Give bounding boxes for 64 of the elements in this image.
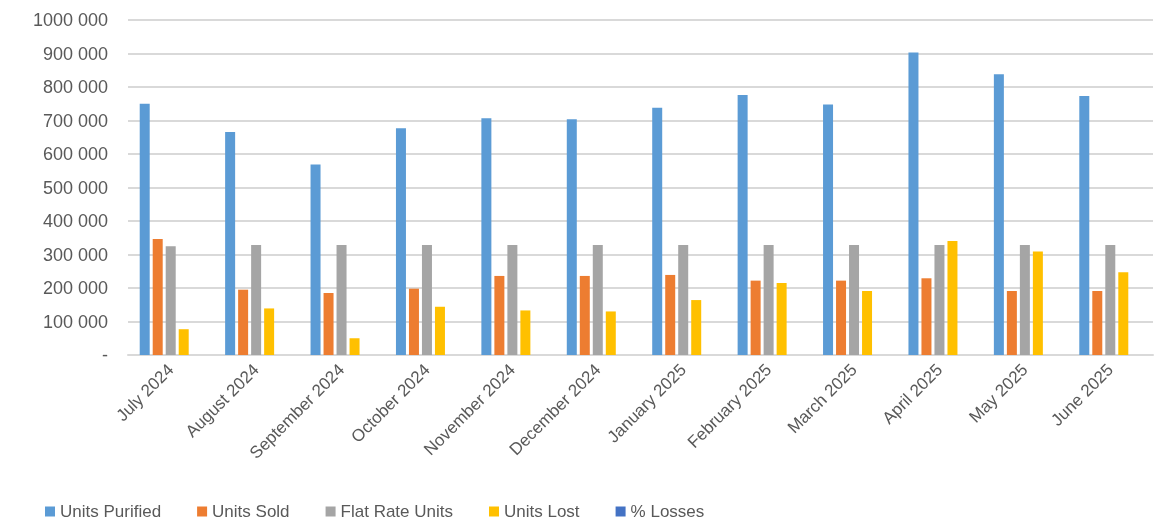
y-tick-label: 600 000 bbox=[42, 144, 108, 164]
bar bbox=[434, 306, 445, 355]
bar bbox=[165, 246, 176, 355]
bar bbox=[652, 107, 663, 355]
bar bbox=[408, 288, 419, 355]
bar bbox=[520, 310, 531, 355]
legend-label: Units Purified bbox=[60, 502, 162, 521]
bar bbox=[908, 52, 919, 355]
y-tick-label: 900 000 bbox=[42, 43, 108, 64]
bar bbox=[251, 245, 262, 355]
bar bbox=[421, 245, 432, 355]
legend-label: Units Lost bbox=[504, 502, 580, 521]
y-tick-label: 200 000 bbox=[42, 278, 108, 298]
bar bbox=[993, 74, 1004, 355]
bar bbox=[592, 245, 603, 355]
bar bbox=[178, 329, 189, 355]
bar bbox=[1019, 245, 1030, 355]
y-tick-label: - bbox=[102, 345, 108, 365]
bar bbox=[737, 95, 748, 355]
bar bbox=[691, 300, 702, 355]
bar bbox=[678, 245, 689, 355]
bar bbox=[336, 245, 347, 355]
bar bbox=[579, 275, 590, 355]
bar bbox=[1032, 251, 1043, 355]
bar bbox=[1118, 272, 1129, 355]
bar bbox=[481, 118, 492, 355]
bar bbox=[823, 104, 834, 355]
bar bbox=[566, 119, 577, 355]
bar bbox=[310, 164, 321, 355]
y-tick-label: 500 000 bbox=[42, 177, 108, 198]
bar bbox=[665, 274, 676, 355]
y-tick-label: 400 000 bbox=[42, 211, 108, 231]
bar bbox=[947, 241, 958, 355]
y-tick-label: 800 000 bbox=[42, 77, 108, 97]
bar bbox=[605, 311, 616, 355]
bar bbox=[395, 128, 406, 355]
y-tick-label: 100 000 bbox=[42, 311, 108, 332]
bar bbox=[849, 245, 860, 355]
bar bbox=[225, 131, 236, 355]
legend-label: Units Sold bbox=[212, 502, 290, 521]
y-tick-label: 700 000 bbox=[42, 110, 108, 131]
bar bbox=[507, 245, 518, 355]
y-tick-label: 300 000 bbox=[42, 244, 108, 265]
bar bbox=[921, 278, 932, 355]
bar bbox=[1092, 291, 1103, 355]
bar bbox=[1006, 291, 1017, 355]
bar bbox=[934, 245, 945, 355]
bar bbox=[862, 291, 873, 355]
bar bbox=[750, 280, 761, 355]
bar bbox=[349, 338, 360, 355]
y-tick-label: 1000 000 bbox=[32, 10, 108, 30]
bar bbox=[238, 289, 249, 355]
bar bbox=[323, 293, 334, 355]
bar bbox=[1105, 245, 1116, 355]
bar bbox=[139, 103, 150, 355]
legend-label: Flat Rate Units bbox=[340, 502, 454, 521]
bar bbox=[494, 275, 505, 355]
bar bbox=[264, 308, 275, 355]
legend-label: % Losses bbox=[630, 502, 705, 521]
bar bbox=[1079, 96, 1090, 355]
bar bbox=[763, 245, 774, 355]
bar bbox=[836, 280, 847, 355]
bar bbox=[152, 239, 163, 355]
bar bbox=[776, 282, 787, 355]
